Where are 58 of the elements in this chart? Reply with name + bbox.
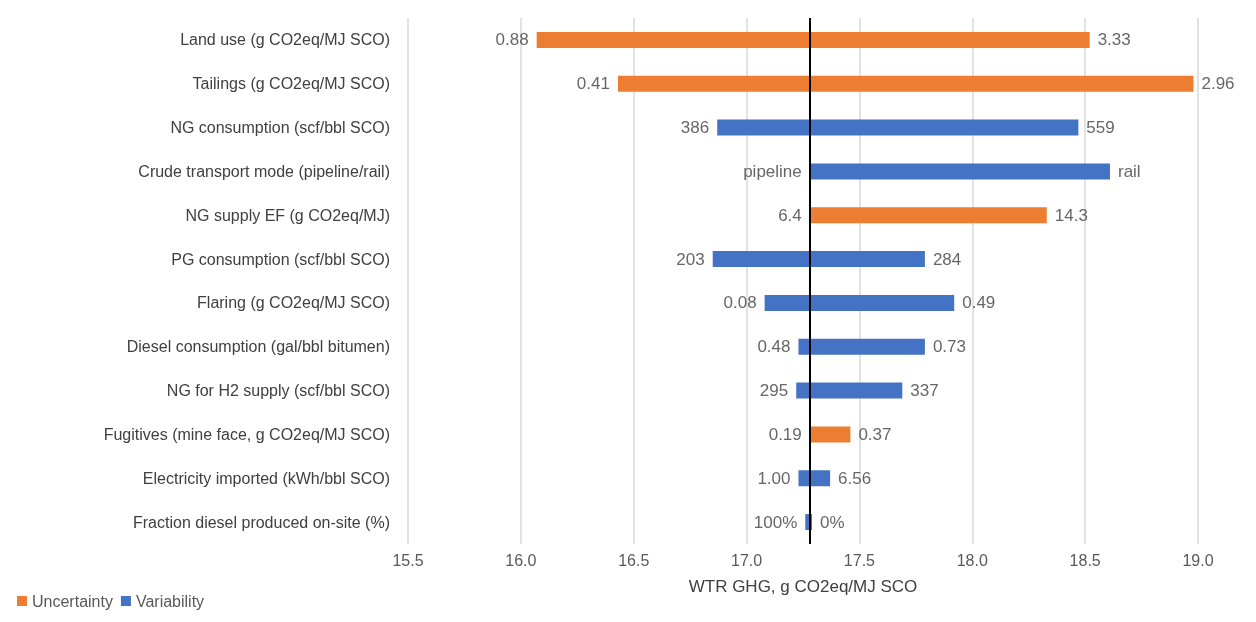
- annotation: pipeline: [743, 161, 802, 181]
- y-tick-label: PG consumption (scf/bbl SCO): [171, 250, 390, 268]
- bar: [809, 426, 851, 443]
- annotation: 559: [1086, 118, 1115, 138]
- bar: [809, 163, 1110, 180]
- bar: [764, 294, 955, 311]
- annotation: 14.3: [1054, 205, 1088, 225]
- annotation: 3.33: [1097, 30, 1131, 50]
- y-tick-label: Diesel consumption (gal/bbl bitumen): [126, 338, 390, 356]
- legend-label: Uncertainty: [32, 592, 113, 610]
- annotation: 0.48: [757, 337, 791, 357]
- annotation: 284: [932, 249, 962, 269]
- annotation: 0.73: [932, 337, 966, 357]
- x-tick-label: 18.0: [956, 551, 988, 569]
- annotation: 0.08: [723, 293, 757, 313]
- bar: [536, 31, 1090, 48]
- bar: [798, 470, 831, 487]
- annotation: 0.41: [576, 74, 610, 94]
- annotation: 0%: [820, 512, 845, 532]
- y-tick-label: NG consumption (scf/bbl SCO): [170, 119, 390, 137]
- annotation: 6.56: [838, 468, 872, 488]
- x-axis-title: WTR GHG, g CO2eq/MJ SCO: [688, 577, 918, 596]
- bar: [717, 119, 1079, 136]
- annotation: 295: [759, 381, 789, 401]
- annotation: 203: [676, 249, 705, 269]
- y-tick-label: NG for H2 supply (scf/bbl SCO): [166, 382, 390, 400]
- x-tick-label: 17.0: [731, 551, 763, 569]
- y-tick-label: Flaring (g CO2eq/MJ SCO): [197, 294, 390, 312]
- bar: [798, 338, 925, 355]
- annotation: 0.37: [858, 424, 892, 444]
- x-tick-label: 17.5: [843, 551, 876, 569]
- x-tick-label: 18.5: [1069, 551, 1101, 569]
- y-tick-label: NG supply EF (g CO2eq/MJ): [185, 206, 390, 224]
- bar: [809, 207, 1047, 224]
- annotation: 100%: [753, 512, 798, 532]
- annotation: 0.88: [495, 30, 529, 50]
- x-tick-label: 16.0: [505, 551, 537, 569]
- y-tick-label: Land use (g CO2eq/MJ SCO): [180, 31, 390, 49]
- annotation: 2.96: [1201, 74, 1235, 94]
- annotation: 0.19: [768, 424, 802, 444]
- y-tick-label: Electricity imported (kWh/bbl SCO): [142, 469, 390, 487]
- bar: [712, 251, 925, 268]
- bar: [617, 75, 1194, 92]
- annotation: 1.00: [757, 468, 791, 488]
- x-tick-label: 19.0: [1182, 551, 1214, 569]
- y-tick-label: Fugitives (mine face, g CO2eq/MJ SCO): [103, 425, 390, 443]
- annotation: 337: [910, 381, 939, 401]
- y-tick-label: Fraction diesel produced on-site (%): [132, 513, 390, 531]
- annotation: 0.49: [962, 293, 996, 313]
- x-tick-label: 16.5: [618, 551, 650, 569]
- annotation: 6.4: [778, 205, 802, 225]
- y-tick-label: Crude transport mode (pipeline/rail): [138, 162, 390, 180]
- bar: [796, 382, 903, 399]
- y-tick-label: Tailings (g CO2eq/MJ SCO): [192, 75, 390, 93]
- legend-label: Variability: [135, 592, 205, 610]
- annotation: 386: [680, 118, 710, 138]
- x-tick-label: 15.5: [392, 551, 424, 569]
- annotation: rail: [1117, 161, 1141, 181]
